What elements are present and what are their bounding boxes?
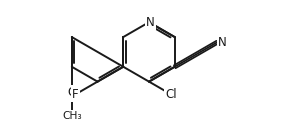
Text: CH₃: CH₃ [62,111,81,121]
Text: Cl: Cl [165,88,177,101]
Text: N: N [146,16,155,29]
Text: N: N [218,36,227,49]
Text: O: O [67,86,76,99]
Text: F: F [72,88,79,101]
